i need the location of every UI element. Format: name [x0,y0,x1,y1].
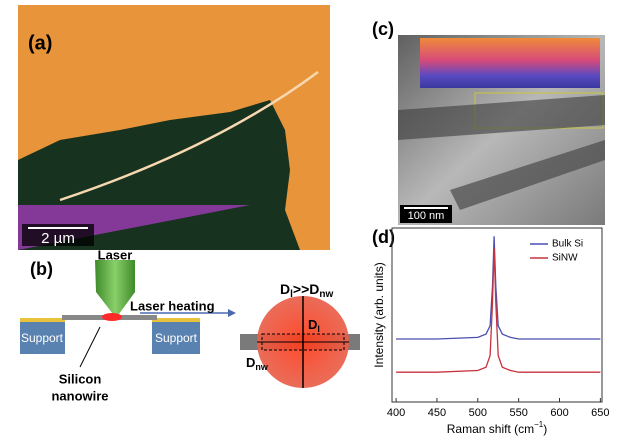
x-tick-label: 650 [591,407,609,419]
x-axis-label: Raman shift (cm−1) [447,420,547,436]
label: Laser heating [130,298,215,313]
scale-bar: 2 µm [41,230,75,247]
label: Silicon [59,371,102,386]
label: nanowire [51,388,108,403]
x-tick-label: 400 [387,407,405,419]
panel-label: (a) [28,32,52,54]
label: Support [21,331,64,345]
legend-label: Bulk Si [552,239,583,250]
x-tick-label: 600 [550,407,568,419]
x-tick-label: 450 [428,407,446,419]
spectrum-line [396,248,600,372]
x-tick-label: 500 [469,407,487,419]
panel-label: (b) [30,259,53,279]
sem-image [18,5,330,250]
y-axis-label: Intensity (arb. units) [372,262,386,367]
legend-label: SiNW [552,253,578,264]
panel-label: (c) [372,19,394,39]
figure: (a) 2 µm (c) 100 nm (b) Laser Laser heat… [0,0,618,439]
scale-bar: 100 nm [408,210,445,222]
label: Support [155,331,198,345]
tem-image [398,35,605,225]
label: Laser [98,247,133,262]
x-tick-label: 550 [509,407,527,419]
